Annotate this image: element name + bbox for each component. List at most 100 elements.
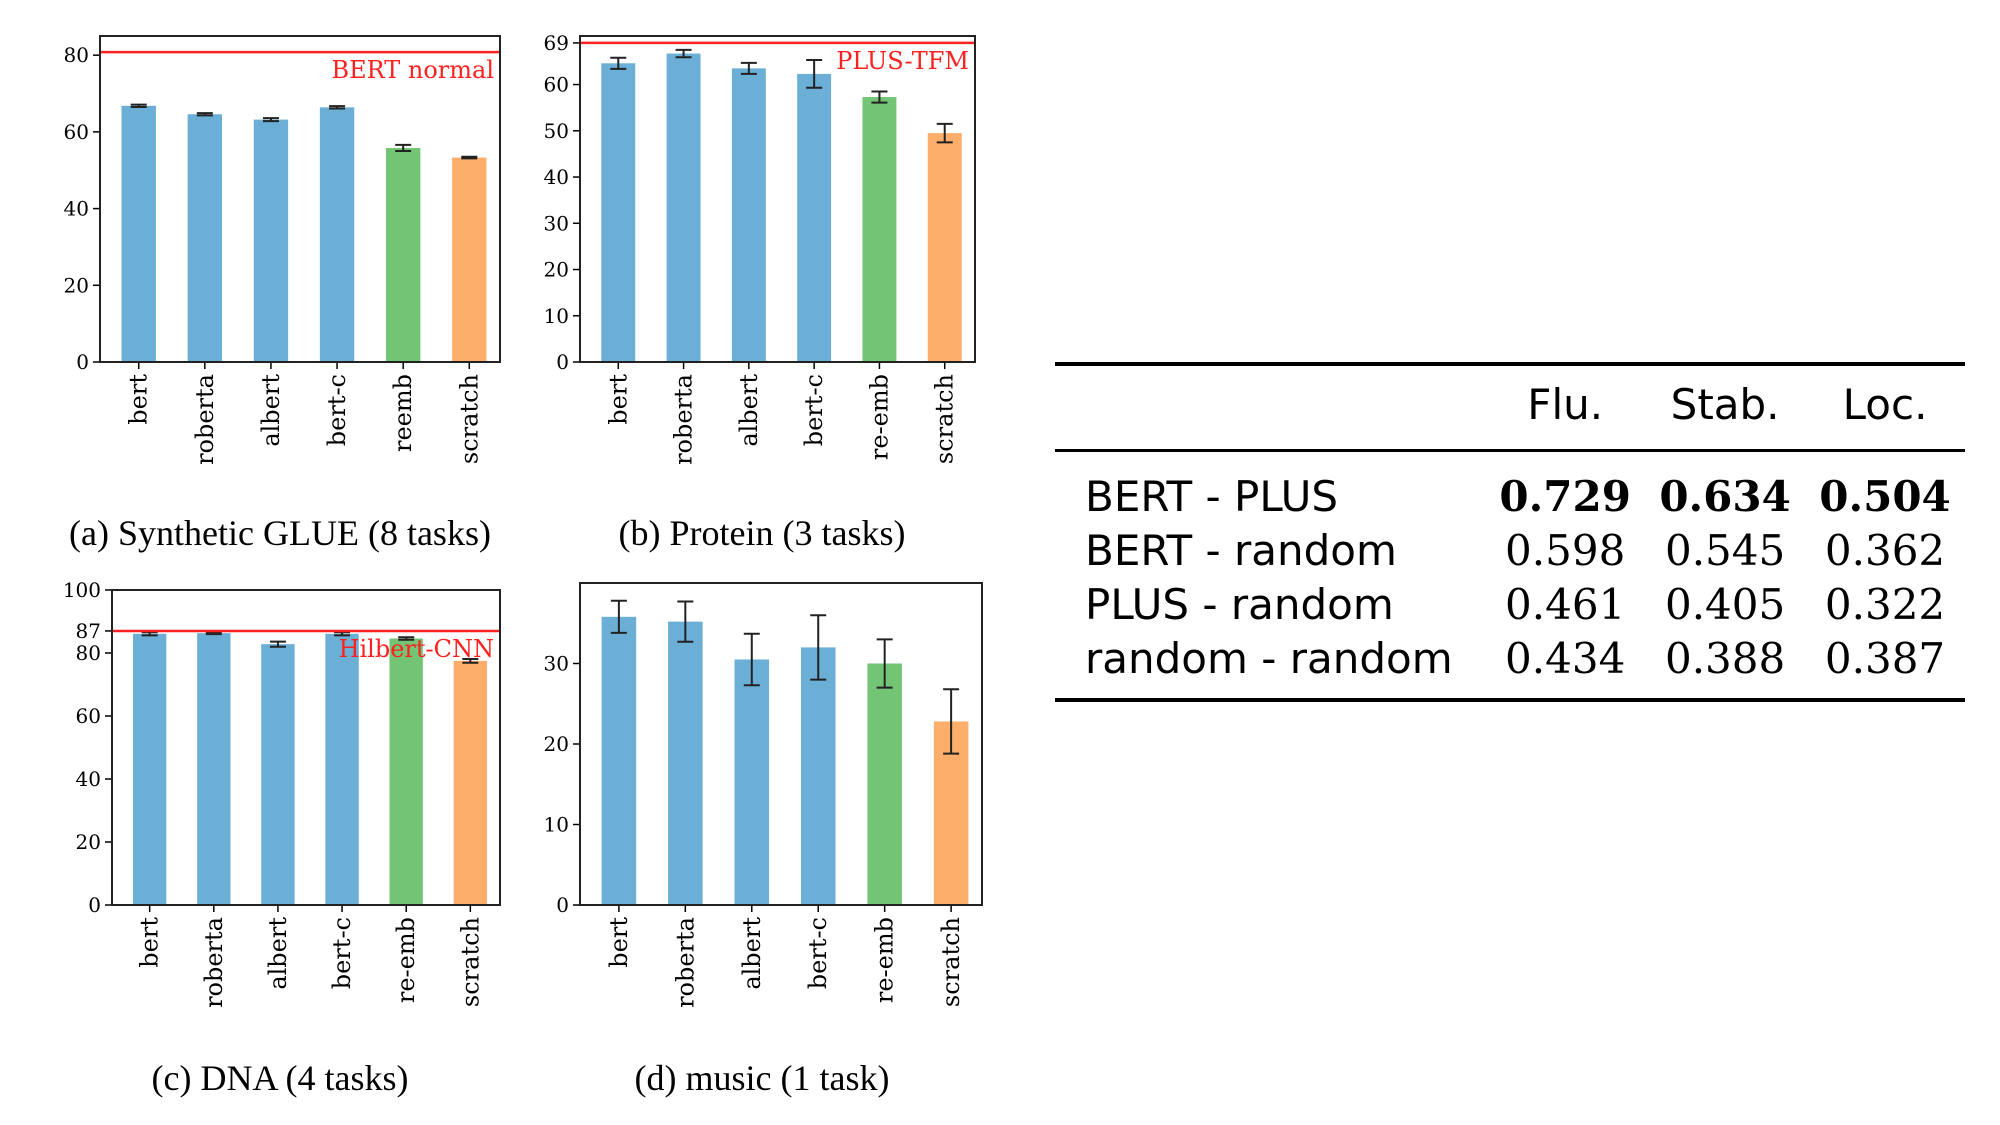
- bar: [187, 114, 223, 363]
- reference-label: Hilbert-CNN: [339, 635, 494, 663]
- category-label: re-emb: [865, 374, 893, 460]
- table-header-empty: [1055, 364, 1485, 451]
- bar: [385, 147, 421, 362]
- bar: [319, 107, 355, 362]
- category-label: roberta: [191, 374, 219, 465]
- category-label: albert: [264, 917, 292, 990]
- y-tick-label: 0: [556, 350, 569, 374]
- category-label: bert: [605, 917, 633, 968]
- bar: [867, 663, 902, 905]
- plot-frame: [579, 35, 976, 363]
- category-label: roberta: [670, 374, 698, 465]
- y-tick-label: 69: [544, 31, 569, 55]
- category-label: roberta: [671, 917, 699, 1008]
- cell-loc: 0.322: [1824, 580, 1946, 629]
- table-header-flu: Flu.: [1527, 380, 1604, 429]
- table-header-row: Flu. Stab. Loc.: [1055, 364, 1965, 451]
- category-label: scratch: [931, 374, 959, 464]
- reference-label: PLUS-TFM: [836, 47, 969, 75]
- bar: [731, 68, 766, 362]
- bar: [389, 638, 423, 905]
- plot-frame: [99, 35, 501, 363]
- bar: [452, 157, 487, 362]
- category-label: albert: [735, 374, 763, 447]
- panel-caption: (a) Synthetic GLUE (8 tasks): [69, 513, 491, 553]
- y-tick-label: 10: [544, 813, 569, 837]
- bar: [862, 97, 897, 362]
- y-tick-label: 40: [76, 767, 101, 791]
- results-table: Flu. Stab. Loc. BERT - PLUS 0.729 0.634 …: [1055, 362, 1965, 702]
- y-tick-label: 0: [76, 350, 89, 374]
- table-row: BERT - PLUS 0.729 0.634 0.504: [1055, 451, 1965, 525]
- cell-loc: 0.504: [1819, 472, 1951, 521]
- category-label: bert-c: [328, 917, 356, 989]
- cell-stab: 0.405: [1664, 580, 1786, 629]
- bar: [927, 133, 962, 362]
- category-label: scratch: [937, 917, 965, 1007]
- bar: [261, 644, 295, 905]
- bar: [601, 616, 637, 905]
- category-label: scratch: [456, 917, 484, 1007]
- results-table-container: Flu. Stab. Loc. BERT - PLUS 0.729 0.634 …: [1055, 362, 1965, 702]
- row-name: random - random: [1085, 634, 1453, 683]
- y-tick-label: 60: [76, 704, 101, 728]
- category-label: bert: [125, 374, 153, 425]
- chart-panel: 0 10 20 30 40 50 60 69 bert roberta albert bert-c re…: [544, 31, 976, 553]
- y-tick-label: 80: [64, 43, 89, 67]
- table-header-loc: Loc.: [1842, 380, 1928, 429]
- category-label: bert-c: [800, 374, 828, 446]
- cell-flu: 0.434: [1505, 634, 1626, 683]
- cell-stab: 0.388: [1664, 634, 1786, 683]
- plot-frame: [579, 582, 983, 906]
- bar: [132, 633, 167, 905]
- category-label: bert-c: [323, 374, 351, 446]
- y-tick-label: 40: [544, 165, 569, 189]
- y-tick-label: 20: [64, 273, 89, 297]
- bar: [666, 53, 701, 363]
- y-tick-label: 40: [64, 197, 89, 221]
- category-label: bert-c: [804, 917, 832, 989]
- panel-caption: (d) music (1 task): [635, 1058, 890, 1098]
- category-label: albert: [257, 374, 285, 447]
- chart-panel: 0 10 20 30 bert roberta albert bert-c re-emb scra…: [544, 582, 983, 1098]
- chart-panel: 0 20 40 60 80 bert roberta albert bert-c reemb scr…: [64, 35, 501, 553]
- bar: [325, 633, 359, 905]
- bar: [121, 105, 156, 362]
- y-tick-label: 60: [544, 73, 569, 97]
- plot-frame: [111, 589, 501, 906]
- panel-caption: (c) DNA (4 tasks): [152, 1058, 409, 1098]
- bar: [734, 659, 770, 905]
- row-name: BERT - random: [1085, 526, 1397, 575]
- cell-stab: 0.634: [1659, 472, 1791, 521]
- bar: [668, 621, 703, 905]
- bar: [797, 73, 832, 363]
- cell-flu: 0.729: [1499, 472, 1631, 521]
- table-header-stab: Stab.: [1670, 380, 1780, 429]
- category-label: reemb: [389, 374, 417, 452]
- y-tick-label: 30: [544, 211, 569, 235]
- table-row: random - random 0.434 0.388 0.387: [1055, 632, 1965, 700]
- y-tick-label: 60: [64, 120, 89, 144]
- y-tick-label: 10: [544, 304, 569, 328]
- cell-flu: 0.598: [1505, 526, 1626, 575]
- bar: [453, 660, 488, 905]
- cell-flu: 0.461: [1505, 580, 1626, 629]
- category-label: re-emb: [392, 917, 420, 1003]
- y-tick-label: 0: [88, 893, 101, 917]
- cell-stab: 0.545: [1664, 526, 1786, 575]
- reference-label: BERT normal: [331, 56, 494, 84]
- row-name: BERT - PLUS: [1085, 472, 1339, 521]
- category-label: re-emb: [871, 917, 899, 1003]
- category-label: roberta: [200, 917, 228, 1008]
- category-label: bert: [136, 917, 164, 968]
- y-tick-label: 30: [544, 652, 569, 676]
- row-name: PLUS - random: [1085, 580, 1394, 629]
- category-label: bert: [604, 374, 632, 425]
- category-label: albert: [738, 917, 766, 990]
- y-tick-label: 20: [76, 830, 101, 854]
- bar: [800, 647, 836, 905]
- y-tick-label: 100: [63, 578, 101, 602]
- panel-caption: (b) Protein (3 tasks): [619, 513, 906, 553]
- y-tick-label: 20: [544, 732, 569, 756]
